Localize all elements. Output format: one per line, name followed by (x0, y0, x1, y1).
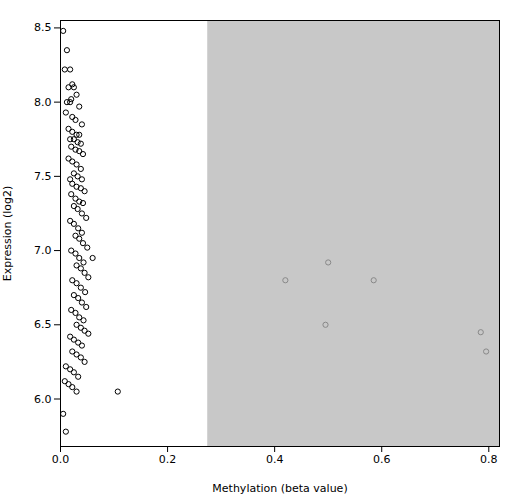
svg-text:7.0: 7.0 (34, 244, 52, 257)
svg-text:6.5: 6.5 (34, 318, 52, 331)
svg-text:0.2: 0.2 (159, 453, 177, 466)
svg-text:0.0: 0.0 (52, 453, 70, 466)
svg-text:8.0: 8.0 (34, 96, 52, 109)
svg-text:7.5: 7.5 (34, 170, 52, 183)
svg-text:6.0: 6.0 (34, 393, 52, 406)
svg-text:0.4: 0.4 (266, 453, 284, 466)
svg-text:8.5: 8.5 (34, 21, 52, 34)
svg-text:0.8: 0.8 (480, 453, 498, 466)
svg-text:0.6: 0.6 (373, 453, 391, 466)
svg-text:Expression (log2): Expression (log2) (1, 186, 14, 282)
svg-text:Methylation (beta value): Methylation (beta value) (212, 482, 347, 494)
